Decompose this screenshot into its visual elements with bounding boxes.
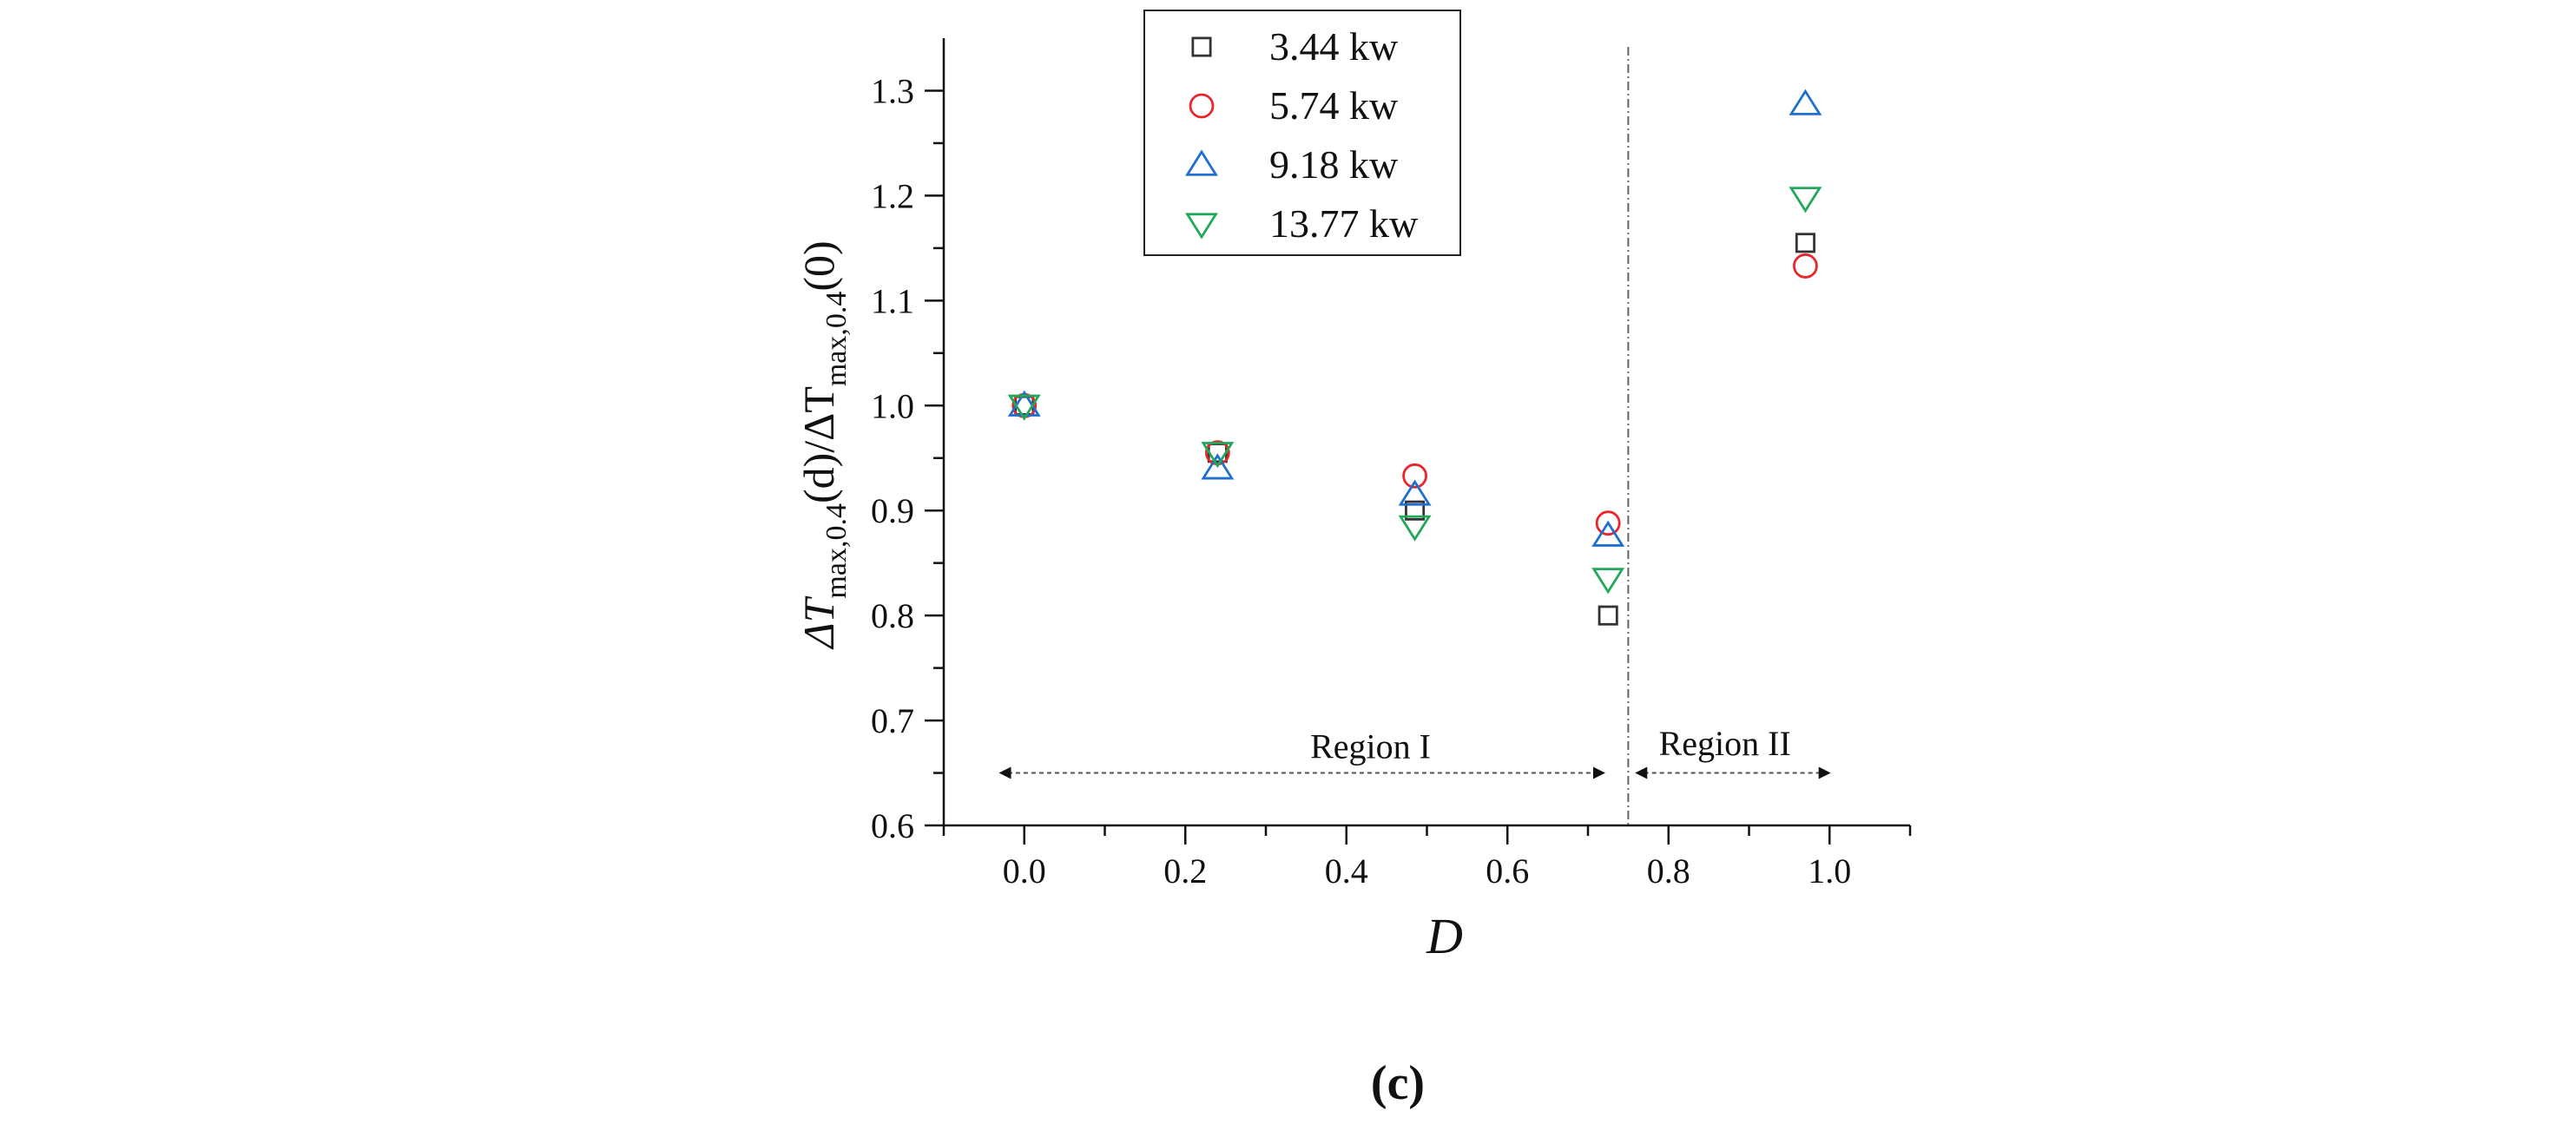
data-point bbox=[1591, 568, 1625, 595]
data-point bbox=[1595, 510, 1621, 536]
data-point bbox=[1207, 443, 1228, 463]
legend: 3.44 kw 5.74 kw 9.18 kw 13.77 kw bbox=[1143, 10, 1461, 256]
x-tick-label: 1.0 bbox=[1808, 851, 1851, 891]
y-tick-label: 1.2 bbox=[871, 176, 914, 215]
data-point bbox=[1402, 463, 1427, 489]
legend-marker bbox=[1185, 213, 1218, 240]
y-tick-label: 0.7 bbox=[871, 701, 914, 740]
data-point bbox=[1201, 442, 1235, 469]
data-point bbox=[1007, 390, 1041, 417]
data-point bbox=[1398, 515, 1432, 542]
axis-ticks: 0.0 0.2 0.4 0.6 0.8 1.0 0.6 0.7 0.8 0.9 1.0 1.1 1.2 1… bbox=[871, 71, 1912, 891]
data-point bbox=[1014, 395, 1035, 416]
data-point bbox=[1793, 253, 1818, 279]
data-markers bbox=[1007, 89, 1822, 626]
region-1-label: Region I bbox=[1310, 727, 1431, 766]
annotations: Region I Region II bbox=[998, 47, 1831, 825]
x-tick-label: 0.2 bbox=[1163, 851, 1207, 891]
x-tick-label: 0.4 bbox=[1325, 851, 1368, 891]
data-point bbox=[1795, 233, 1815, 253]
legend-label: 13.77 kw bbox=[1269, 201, 1419, 246]
series-3 bbox=[1007, 89, 1822, 547]
series-2 bbox=[1011, 253, 1818, 536]
x-axis-label: D bbox=[1426, 908, 1463, 964]
y-tick-label: 1.1 bbox=[871, 281, 914, 320]
data-point bbox=[1789, 89, 1822, 115]
series-4 bbox=[1007, 187, 1822, 595]
y-tick-label: 1.3 bbox=[871, 71, 914, 110]
figure-caption: (c) bbox=[1371, 1056, 1425, 1110]
legend-marker bbox=[1189, 93, 1215, 119]
x-tick-label: 0.0 bbox=[1003, 851, 1046, 891]
region-2-label: Region II bbox=[1659, 724, 1791, 763]
series-1 bbox=[1014, 233, 1815, 626]
y-tick-label: 0.9 bbox=[871, 491, 914, 530]
data-point bbox=[1398, 479, 1432, 506]
legend-label: 9.18 kw bbox=[1269, 142, 1399, 187]
legend-marker bbox=[1191, 36, 1212, 57]
data-point bbox=[1591, 520, 1625, 547]
x-tick-label: 0.8 bbox=[1647, 851, 1690, 891]
y-tick-label: 0.8 bbox=[871, 596, 914, 635]
y-tick-label: 1.0 bbox=[871, 386, 914, 425]
data-point bbox=[1405, 500, 1426, 521]
legend-label: 3.44 kw bbox=[1269, 24, 1399, 69]
data-point bbox=[1789, 187, 1822, 214]
data-point bbox=[1598, 605, 1618, 626]
data-point bbox=[1007, 394, 1041, 421]
x-tick-label: 0.6 bbox=[1486, 851, 1529, 891]
y-axis-label: ΔTmax,0.4(d)/ΔTmax,0.4(0) bbox=[794, 240, 853, 649]
y-tick-label: 0.6 bbox=[871, 806, 914, 845]
legend-marker bbox=[1185, 149, 1218, 176]
legend-label: 5.74 kw bbox=[1269, 83, 1399, 128]
data-point bbox=[1201, 453, 1235, 480]
